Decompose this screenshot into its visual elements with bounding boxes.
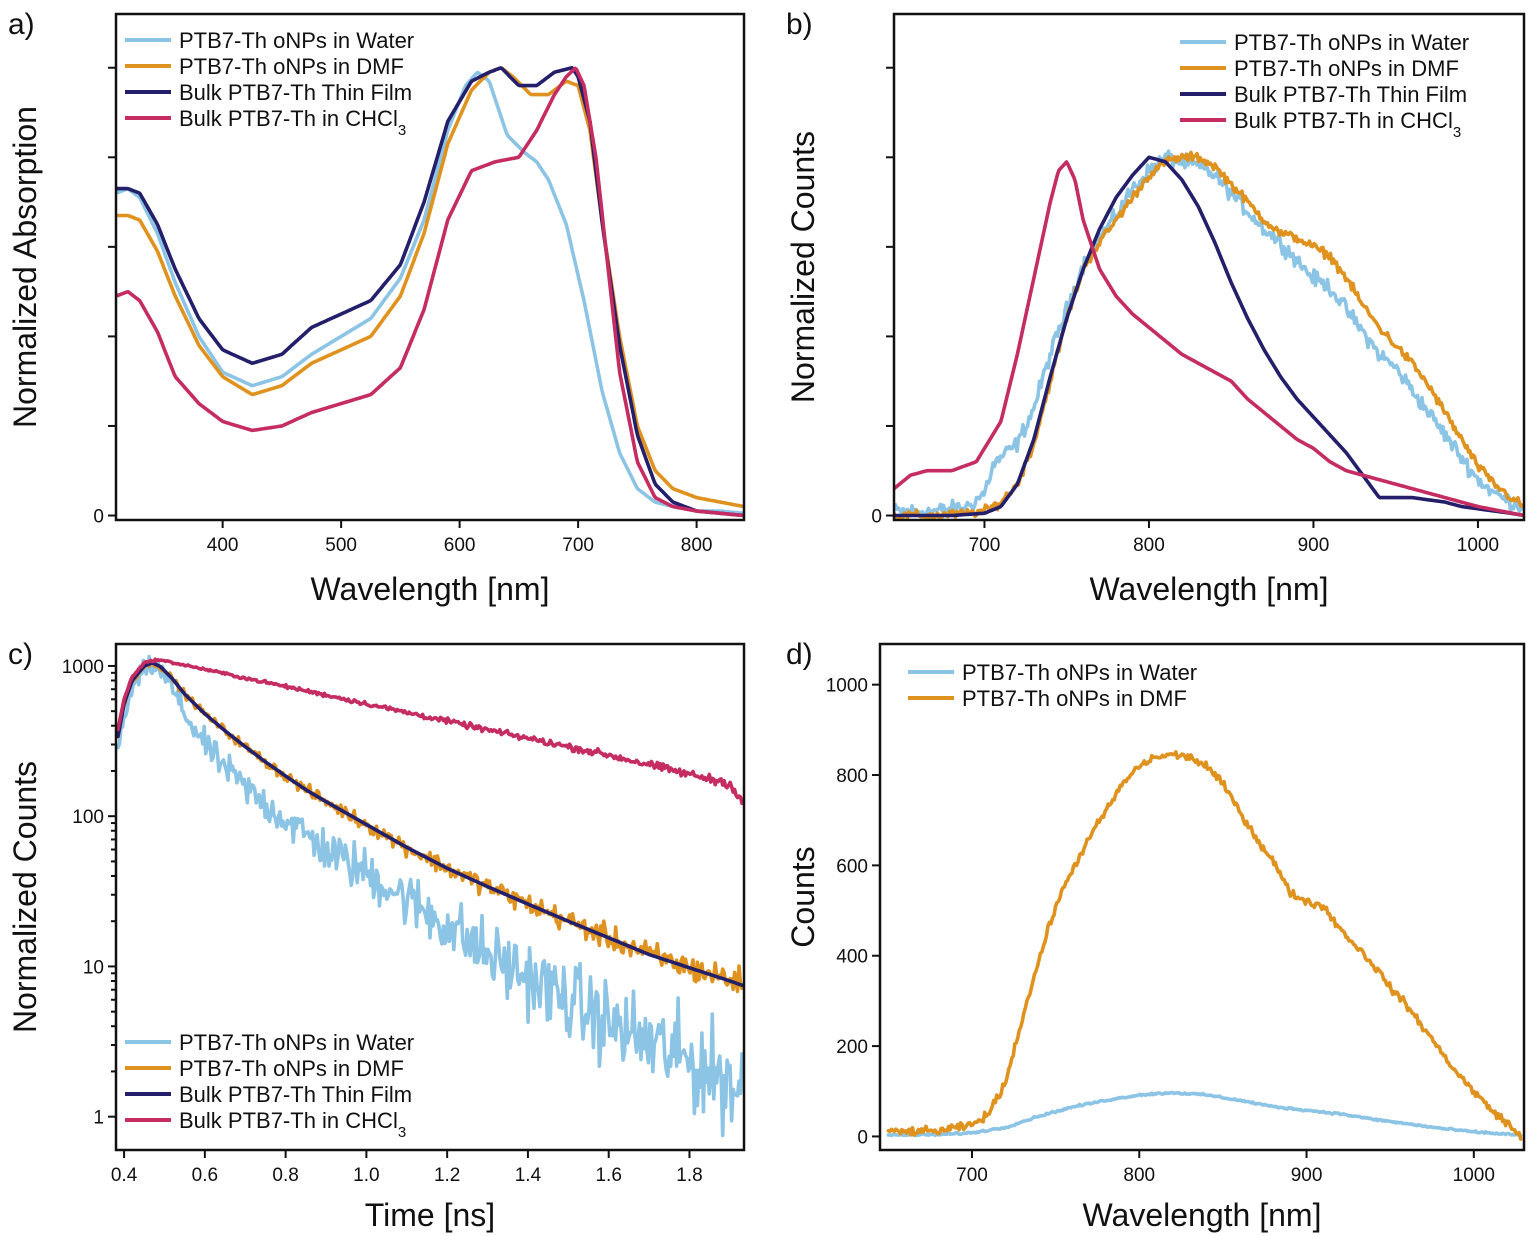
x-tick-label: 700 [562,535,594,556]
x-axis-title: Wavelength [nm] [1083,1197,1322,1233]
y-tick-label: 1000 [62,657,104,678]
series-line-water [894,149,1524,520]
panel-d: d) 700 800 900 1000 0 200 400 600 800 1000 Waveleng… [785,638,1526,1233]
y-tick-label: 100 [72,807,104,828]
panel-label: b) [786,8,813,41]
y-axis-title: Normalized Counts [785,131,821,403]
x-tick-label: 800 [1123,1165,1155,1186]
x-tick-label: 1000 [1453,1165,1495,1186]
y-axis-title: Normalized Counts [7,761,43,1033]
x-tick-label: 1.8 [676,1165,702,1186]
legend-label: PTB7-Th oNPs in Water [179,1030,414,1055]
y-axis-title: Normalized Absorption [7,106,43,428]
x-tick-label: 700 [969,535,1001,556]
legend-label: Bulk PTB7-Th in CHCl3 [1234,108,1461,141]
series-line-film [116,660,744,988]
legend-label: Bulk PTB7-Th in CHCl3 [179,106,406,139]
plot-area [886,750,1523,1141]
x-tick-label: 1000 [1457,535,1499,556]
series-line-dmf [894,150,1524,520]
series-line-water [116,654,744,1138]
x-axis-title: Wavelength [nm] [311,571,550,607]
plot-area [116,66,744,518]
plot-frame [114,642,746,1152]
y-tick-label: 800 [836,766,868,787]
plot-frame [878,642,1526,1152]
panel-b: b) 700 800 900 1000 0 Wavelength [nm] Normalize… [785,8,1526,607]
y-tick-label: 0 [871,507,882,528]
plot-area [894,149,1524,520]
series-line-water [886,1090,1523,1138]
y-tick-label: 1000 [826,676,868,697]
x-tick-label: 0.6 [192,1165,218,1186]
plot-frame [892,12,1526,522]
y-axis-title: Counts [785,846,821,947]
x-tick-label: 700 [956,1165,988,1186]
x-tick-label: 500 [325,535,357,556]
legend-label: Bulk PTB7-Th in CHCl3 [179,1108,406,1141]
series-line-dmf [116,66,744,509]
x-tick-label: 0.4 [111,1165,138,1186]
legend-label: PTB7-Th oNPs in Water [962,660,1197,685]
x-tick-label: 1.4 [515,1165,542,1186]
legend-label: PTB7-Th oNPs in Water [179,28,414,53]
panel-a: a) 400 500 600 700 800 0 Wavelength [nm] Normali… [7,8,746,607]
series-line-chcl3 [894,160,1524,518]
legend-label: PTB7-Th oNPs in DMF [1234,56,1459,81]
y-tick-label: 600 [836,856,868,877]
panel-label: a) [8,8,35,41]
series-line-water [116,70,744,516]
x-tick-label: 800 [681,535,713,556]
x-tick-label: 1.0 [353,1165,379,1186]
legend-label: Bulk PTB7-Th Thin Film [179,1082,412,1107]
x-tick-label: 400 [207,535,239,556]
panel-label: c) [8,638,33,671]
x-tick-label: 1.6 [595,1165,621,1186]
x-tick-label: 900 [1291,1165,1323,1186]
y-tick-label: 0 [857,1127,868,1148]
plot-area [116,654,744,1138]
x-tick-label: 800 [1133,535,1165,556]
y-tick-label: 0 [93,507,104,528]
y-tick-label: 200 [836,1037,868,1058]
plot-frame [114,12,746,522]
x-axis-title: Time [ns] [365,1197,495,1233]
legend-label: Bulk PTB7-Th Thin Film [179,80,412,105]
series-line-film [894,155,1524,518]
legend-label: PTB7-Th oNPs in Water [1234,30,1469,55]
x-tick-label: 600 [444,535,476,556]
y-tick-label: 1 [93,1108,104,1129]
x-tick-label: 1.2 [434,1165,460,1186]
legend-label: Bulk PTB7-Th Thin Film [1234,82,1467,107]
legend-label: PTB7-Th oNPs in DMF [179,1056,404,1081]
series-line-chcl3 [116,66,744,518]
series-line-dmf [886,750,1523,1141]
panel-label: d) [786,638,813,671]
y-tick-label: 400 [836,947,868,968]
y-tick-label: 10 [83,957,104,978]
x-axis-title: Wavelength [nm] [1090,571,1329,607]
x-tick-label: 900 [1298,535,1330,556]
legend-label: PTB7-Th oNPs in DMF [962,686,1187,711]
panel-c: c) 0.4 0.6 0.8 1.0 1.2 1.4 1.6 1.8 1 10 100 1000 Time… [7,638,746,1233]
series-line-dmf [116,659,744,994]
series-line-film [116,66,744,518]
series-line-chcl3 [116,657,744,806]
legend-label: PTB7-Th oNPs in DMF [179,54,404,79]
x-tick-label: 0.8 [272,1165,298,1186]
